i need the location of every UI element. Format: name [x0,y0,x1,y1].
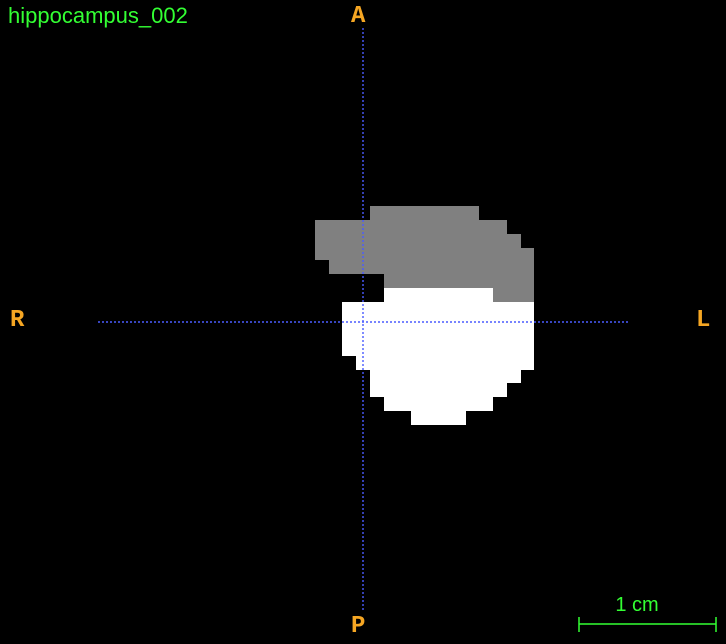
scale-bar-label: 1 cm [615,594,659,616]
scale-bar: 1 cm [578,592,718,636]
orientation-label-right: R [10,307,25,334]
white-segment [342,288,534,425]
gray-segment [315,206,534,302]
volume-title: hippocampus_002 [8,3,188,28]
scale-bar-line [578,617,717,632]
orientation-label-left: L [696,307,711,334]
orientation-label-posterior: P [351,613,366,640]
orientation-label-anterior: A [351,3,366,30]
